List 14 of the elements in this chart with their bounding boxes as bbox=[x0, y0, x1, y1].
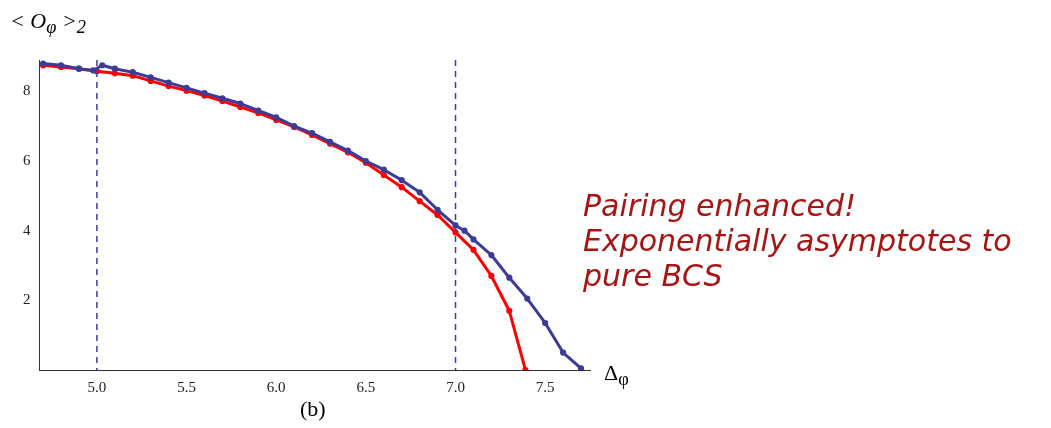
text: (b) bbox=[300, 396, 326, 422]
x-axis-title: Δ$_{φ}$ bbox=[604, 360, 629, 391]
annotation: Pairing enhanced! Exponentially asymptotes to pure BCS bbox=[583, 188, 1013, 293]
x-tick-label: 6.5 bbox=[356, 378, 376, 395]
y-tick-label: 2 bbox=[23, 291, 31, 308]
x-tick-label: 5.5 bbox=[177, 378, 196, 395]
x-tick-label: 6.0 bbox=[266, 378, 286, 395]
y-tick-label: 8 bbox=[23, 82, 31, 99]
y-tick-label: 4 bbox=[23, 221, 31, 238]
y-tick-label: 6 bbox=[23, 151, 31, 168]
x-tick-label: 5.0 bbox=[87, 378, 107, 395]
x-tick-label: 7.5 bbox=[535, 378, 555, 395]
y-axis-title: < O$_{φ}$ >$_{2}$ bbox=[10, 8, 86, 39]
x-tick-label: 7.0 bbox=[446, 378, 465, 395]
